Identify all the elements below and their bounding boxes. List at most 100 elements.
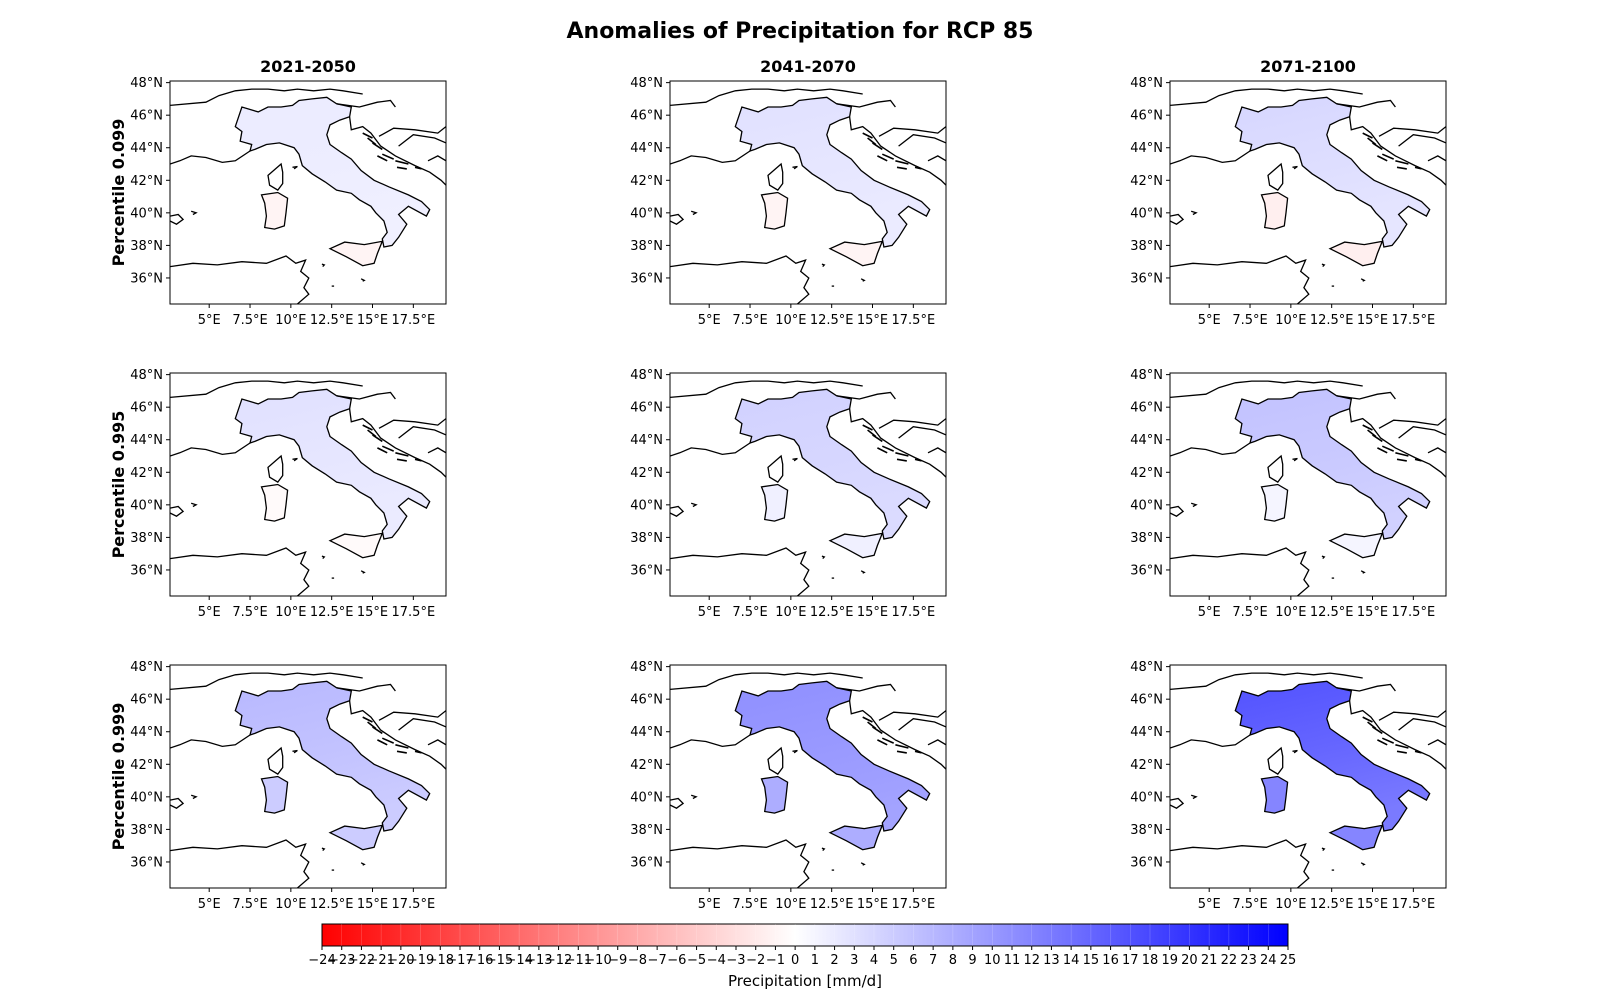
lat-tick-label: 40°N xyxy=(1130,790,1163,805)
coastline xyxy=(1378,418,1446,429)
lon-tick-label: 17.5°E xyxy=(392,313,436,328)
lat-tick-label: 46°N xyxy=(630,401,663,416)
lon-tick-label: 15°E xyxy=(857,605,888,620)
sardinia xyxy=(760,775,789,814)
small-island xyxy=(792,165,798,170)
colorbar-tick-label: 20 xyxy=(1181,953,1198,968)
small-island xyxy=(792,749,798,754)
lat-tick-label: 46°N xyxy=(630,693,663,708)
coastline xyxy=(1427,447,1446,454)
lon-tick-label: 15°E xyxy=(357,313,388,328)
coastline xyxy=(1336,99,1396,108)
map-frame xyxy=(1169,372,1447,597)
colorbar-tick-label: −13 xyxy=(525,953,552,968)
percentile-0.099-2071-2100-map: 48°N 46°N 44°N 42°N 40°N 38°N 36°N 5°E 7.5°E 10°E… xyxy=(1130,76,1447,328)
coastline xyxy=(1336,683,1396,692)
lat-tick-label: 40°N xyxy=(630,206,663,221)
coastline xyxy=(1427,739,1446,746)
colorbar-tick-label: −8 xyxy=(628,953,647,968)
lat-tick-label: 38°N xyxy=(630,239,663,254)
colorbar-tick-label: −18 xyxy=(427,953,454,968)
dalmatian-island xyxy=(895,452,909,457)
lon-tick-label: 17.5°E xyxy=(892,313,936,328)
lat-tick-label: 44°N xyxy=(1130,725,1163,740)
colorbar-tick-label: −19 xyxy=(407,953,434,968)
dalmatian-island xyxy=(1395,452,1409,457)
coastline xyxy=(927,155,946,162)
lat-tick-label: 38°N xyxy=(1130,531,1163,546)
dalmatian-island xyxy=(367,429,377,438)
lat-tick-label: 36°N xyxy=(1130,563,1163,578)
dalmatian-island xyxy=(1362,424,1373,431)
small-island xyxy=(690,210,698,216)
coastline xyxy=(170,547,310,596)
small-island xyxy=(321,555,326,560)
chart-title: Anomalies of Precipitation for RCP 85 xyxy=(567,19,1034,44)
colorbar-tick-label: 8 xyxy=(949,953,957,968)
map-frame xyxy=(669,372,947,597)
small-island xyxy=(821,847,826,852)
lon-tick-label: 5°E xyxy=(698,313,721,328)
coastline xyxy=(927,447,946,454)
small-island xyxy=(690,502,698,508)
lat-tick-label: 36°N xyxy=(630,271,663,286)
small-island xyxy=(360,278,366,282)
coastline xyxy=(348,408,446,478)
dalmatian-island xyxy=(396,166,407,170)
lon-tick-label: 5°E xyxy=(1198,605,1221,620)
lat-tick-label: 42°N xyxy=(630,174,663,189)
row-title: Percentile 0.099 xyxy=(109,119,128,267)
colorbar: −24−23−22−21−20−19−18−17−16−15−14−13−12−… xyxy=(308,923,1296,990)
map-frame xyxy=(1169,664,1447,889)
colorbar-tick-label: −16 xyxy=(466,953,493,968)
colorbar-tick-label: 4 xyxy=(870,953,878,968)
dalmatian-island xyxy=(381,153,395,160)
sardinia xyxy=(260,191,289,230)
dalmatian-island xyxy=(867,429,877,438)
colorbar-tick-label: 22 xyxy=(1221,953,1238,968)
colorbar-tick-label: −9 xyxy=(608,953,627,968)
lon-tick-label: 7.5°E xyxy=(232,605,267,620)
percentile-0.995-2041-2070-map: 48°N 46°N 44°N 42°N 40°N 38°N 36°N 5°E 7.5°E 10°E… xyxy=(630,368,947,620)
colorbar-tick-label: 11 xyxy=(1004,953,1021,968)
lon-tick-label: 17.5°E xyxy=(892,605,936,620)
coastline xyxy=(398,426,446,439)
map-frame xyxy=(669,664,947,889)
lat-tick-label: 42°N xyxy=(1130,466,1163,481)
map-panels: 2021-2050 2041-2070 2071-2100 Percentile 0.… xyxy=(109,57,1447,912)
percentile-0.099-2041-2070-map: 48°N 46°N 44°N 42°N 40°N 38°N 36°N 5°E 7.5°E 10°E… xyxy=(630,76,947,328)
coastline xyxy=(836,683,896,692)
coastline xyxy=(848,408,946,478)
sicily xyxy=(328,240,384,267)
small-island xyxy=(170,505,185,517)
lat-tick-label: 40°N xyxy=(130,206,163,221)
lat-tick-label: 44°N xyxy=(630,141,663,156)
dalmatian-island xyxy=(381,737,395,744)
lat-tick-label: 36°N xyxy=(130,563,163,578)
small-island xyxy=(360,862,366,866)
dalmatian-island xyxy=(414,166,422,170)
coastline xyxy=(1348,700,1446,770)
row-title: Percentile 0.995 xyxy=(109,411,128,559)
lon-tick-label: 7.5°E xyxy=(732,313,767,328)
coastline xyxy=(336,391,396,400)
colorbar-tick-label: 2 xyxy=(830,953,838,968)
dalmatian-island xyxy=(1414,750,1422,754)
coastline xyxy=(427,739,446,746)
small-island xyxy=(821,555,826,560)
column-title: 2021-2050 xyxy=(260,57,356,76)
lat-tick-label: 36°N xyxy=(130,855,163,870)
coastline xyxy=(1170,839,1310,888)
dalmatian-island xyxy=(877,447,888,454)
lat-tick-label: 44°N xyxy=(130,141,163,156)
lat-tick-label: 38°N xyxy=(1130,823,1163,838)
corsica xyxy=(1267,162,1284,191)
dalmatian-island xyxy=(914,458,922,462)
lon-tick-label: 17.5°E xyxy=(392,605,436,620)
map-frame xyxy=(169,372,447,597)
coastline xyxy=(170,150,251,165)
lat-tick-label: 40°N xyxy=(1130,498,1163,513)
coastline xyxy=(670,442,751,457)
coastline xyxy=(670,150,751,165)
